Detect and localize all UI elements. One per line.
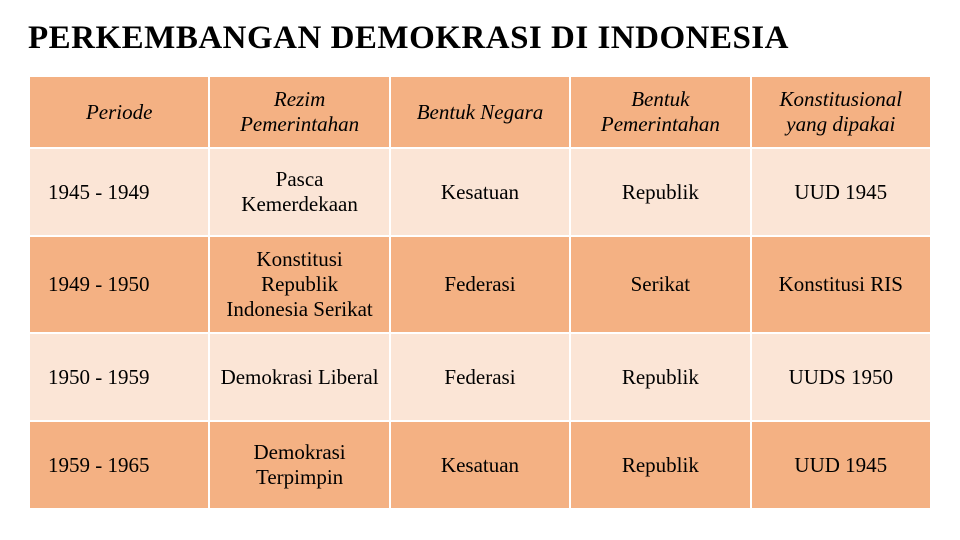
col-periode: Periode <box>29 76 209 148</box>
cell-periode: 1945 - 1949 <box>29 148 209 236</box>
cell-periode: 1950 - 1959 <box>29 333 209 421</box>
democracy-table: Periode Rezim Pemerintahan Bentuk Negara… <box>28 75 932 510</box>
page-title: PERKEMBANGAN DEMOKRASI DI INDONESIA <box>28 20 932 57</box>
table-header-row: Periode Rezim Pemerintahan Bentuk Negara… <box>29 76 931 148</box>
col-bentuk-pemerintahan: Bentuk Pemerintahan <box>570 76 750 148</box>
cell-pemerintahan: Republik <box>570 148 750 236</box>
table-row: 1959 - 1965 Demokrasi Terpimpin Kesatuan… <box>29 421 931 509</box>
cell-pemerintahan: Republik <box>570 421 750 509</box>
cell-periode: 1949 - 1950 <box>29 236 209 333</box>
cell-konstitusi: Konstitusi RIS <box>751 236 931 333</box>
cell-rezim: Demokrasi Terpimpin <box>209 421 389 509</box>
cell-negara: Federasi <box>390 333 570 421</box>
cell-negara: Kesatuan <box>390 421 570 509</box>
cell-periode: 1959 - 1965 <box>29 421 209 509</box>
col-konstitusional: Konstitusional yang dipakai <box>751 76 931 148</box>
cell-negara: Federasi <box>390 236 570 333</box>
table-row: 1945 - 1949 Pasca Kemerdekaan Kesatuan R… <box>29 148 931 236</box>
cell-rezim: Demokrasi Liberal <box>209 333 389 421</box>
table-row: 1949 - 1950 Konstitusi Republik Indonesi… <box>29 236 931 333</box>
cell-pemerintahan: Republik <box>570 333 750 421</box>
cell-rezim: Pasca Kemerdekaan <box>209 148 389 236</box>
cell-negara: Kesatuan <box>390 148 570 236</box>
col-rezim: Rezim Pemerintahan <box>209 76 389 148</box>
cell-konstitusi: UUD 1945 <box>751 148 931 236</box>
table-row: 1950 - 1959 Demokrasi Liberal Federasi R… <box>29 333 931 421</box>
cell-rezim: Konstitusi Republik Indonesia Serikat <box>209 236 389 333</box>
cell-konstitusi: UUDS 1950 <box>751 333 931 421</box>
col-bentuk-negara: Bentuk Negara <box>390 76 570 148</box>
cell-konstitusi: UUD 1945 <box>751 421 931 509</box>
cell-pemerintahan: Serikat <box>570 236 750 333</box>
